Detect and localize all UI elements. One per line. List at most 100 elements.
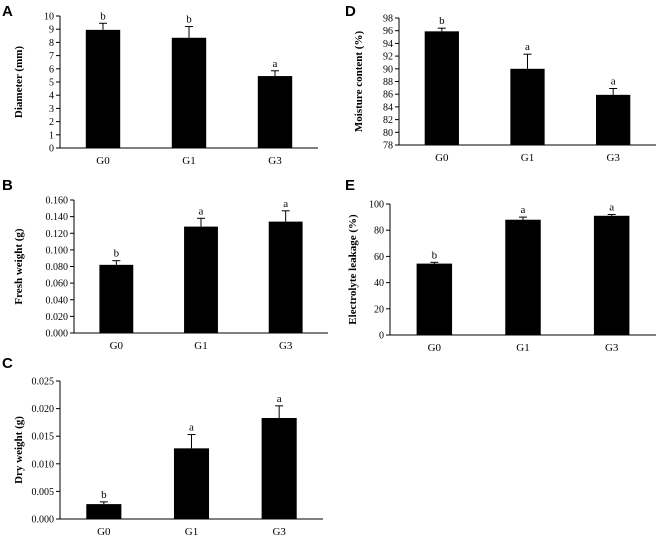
bar-g3 — [593, 215, 630, 335]
y-tick-label: 0 — [379, 331, 384, 342]
y-tick-label: 0.025 — [32, 377, 55, 388]
y-tick-label: 1 — [49, 130, 54, 141]
y-tick-label: 0.040 — [46, 295, 69, 306]
bar-g1 — [510, 68, 545, 145]
panel-c: C 0.000 0.005 0.010 0.015 0.020 0.025 Dry weigh… — [2, 355, 323, 538]
significance-label: b — [100, 10, 106, 22]
y-tick-label: 98 — [383, 14, 393, 25]
significance-label: b — [101, 489, 107, 501]
y-tick-label: 0.140 — [46, 212, 69, 223]
y-tick-label: 8 — [49, 38, 54, 49]
significance-label: a — [273, 58, 278, 70]
y-tick-label: 96 — [383, 26, 393, 37]
significance-label: a — [277, 393, 282, 405]
panel-label: E — [345, 177, 355, 194]
category-label: G0 — [110, 340, 124, 352]
panel-label: C — [2, 355, 13, 372]
y-tick-label: 0.080 — [46, 262, 69, 273]
category-label: G1 — [194, 340, 207, 352]
y-axis-title: Diameter (mm) — [13, 46, 25, 119]
category-label: G3 — [605, 342, 619, 354]
bar-g0 — [424, 31, 459, 145]
significance-label: b — [114, 248, 120, 260]
y-tick-label: 0.010 — [32, 459, 55, 470]
y-tick-label: 0.015 — [32, 432, 55, 443]
y-tick-label: 0.005 — [32, 487, 55, 498]
panel-label: D — [345, 3, 356, 20]
y-tick-label: 5 — [49, 78, 54, 89]
category-label: G1 — [182, 155, 195, 167]
y-tick-label: 7 — [49, 51, 54, 62]
y-tick-label: 40 — [374, 278, 384, 289]
y-tick-label: 0.100 — [46, 245, 69, 256]
significance-label: b — [432, 249, 438, 261]
y-tick-label: 0.000 — [46, 329, 69, 340]
bar-g1 — [171, 37, 207, 148]
bar-g1 — [505, 219, 541, 335]
y-tick-label: 20 — [374, 304, 384, 315]
bar-g0 — [99, 264, 134, 333]
y-tick-label: 60 — [374, 252, 384, 263]
y-axis-title: Fresh weight (g) — [13, 228, 25, 305]
y-tick-label: 0.120 — [46, 229, 69, 240]
category-label: G0 — [97, 526, 111, 538]
bar-g0 — [416, 263, 453, 335]
y-tick-label: 88 — [383, 77, 393, 88]
y-tick-label: 0.160 — [46, 196, 69, 207]
significance-label: a — [199, 205, 204, 217]
significance-label: a — [525, 41, 530, 53]
y-tick-label: 80 — [383, 128, 393, 139]
panel-label: B — [2, 177, 13, 194]
panel-e: E 0 20 40 60 80 100 Electrolyte leakage (%) b G0 a… — [345, 177, 656, 354]
bar-g3 — [257, 76, 293, 148]
y-tick-label: 4 — [49, 91, 54, 102]
y-tick-label: 86 — [383, 90, 393, 101]
category-label: G3 — [272, 526, 286, 538]
bar-g0 — [85, 29, 121, 148]
y-tick-label: 92 — [383, 52, 393, 63]
bar-g3 — [268, 221, 303, 333]
y-tick-label: 94 — [383, 39, 393, 50]
y-tick-label: 84 — [383, 102, 393, 113]
y-tick-label: 0.000 — [32, 515, 55, 526]
significance-label: a — [283, 198, 288, 210]
significance-label: b — [439, 15, 445, 27]
category-label: G0 — [428, 342, 442, 354]
y-tick-label: 0.060 — [46, 279, 69, 290]
bar-g0 — [86, 504, 122, 519]
y-axis-title: Dry weight (g) — [13, 416, 25, 484]
y-tick-label: 0.020 — [32, 404, 55, 415]
category-label: G0 — [435, 152, 449, 164]
bar-g1 — [173, 448, 210, 519]
category-label: G1 — [521, 152, 534, 164]
y-tick-label: 0 — [49, 144, 54, 155]
category-label: G1 — [185, 526, 198, 538]
y-tick-label: 82 — [383, 115, 393, 126]
bar-g3 — [596, 94, 631, 145]
category-label: G1 — [516, 342, 529, 354]
y-tick-label: 100 — [369, 200, 384, 211]
category-label: G3 — [268, 155, 282, 167]
y-axis-title: Electrolyte leakage (%) — [347, 214, 359, 325]
category-label: G3 — [279, 340, 293, 352]
bar-g1 — [184, 226, 218, 333]
y-tick-label: 2 — [49, 117, 54, 128]
panel-label: A — [2, 3, 13, 20]
y-tick-label: 90 — [383, 64, 393, 75]
bar-g3 — [261, 417, 297, 519]
y-tick-label: 80 — [374, 226, 384, 237]
y-tick-label: 10 — [44, 12, 54, 23]
significance-label: a — [189, 422, 194, 434]
panel-b: B 0.000 0.020 0.040 0.060 0.080 0.100 0.120 0.14… — [2, 177, 328, 352]
significance-label: a — [521, 204, 526, 216]
y-tick-label: 6 — [49, 64, 54, 75]
significance-label: a — [611, 75, 616, 87]
category-label: G0 — [96, 155, 110, 167]
y-axis-title: Moisture content (%) — [353, 31, 365, 133]
significance-label: a — [609, 201, 614, 213]
y-tick-label: 3 — [49, 104, 54, 115]
y-tick-label: 0.020 — [46, 312, 69, 323]
y-tick-label: 78 — [383, 141, 393, 152]
